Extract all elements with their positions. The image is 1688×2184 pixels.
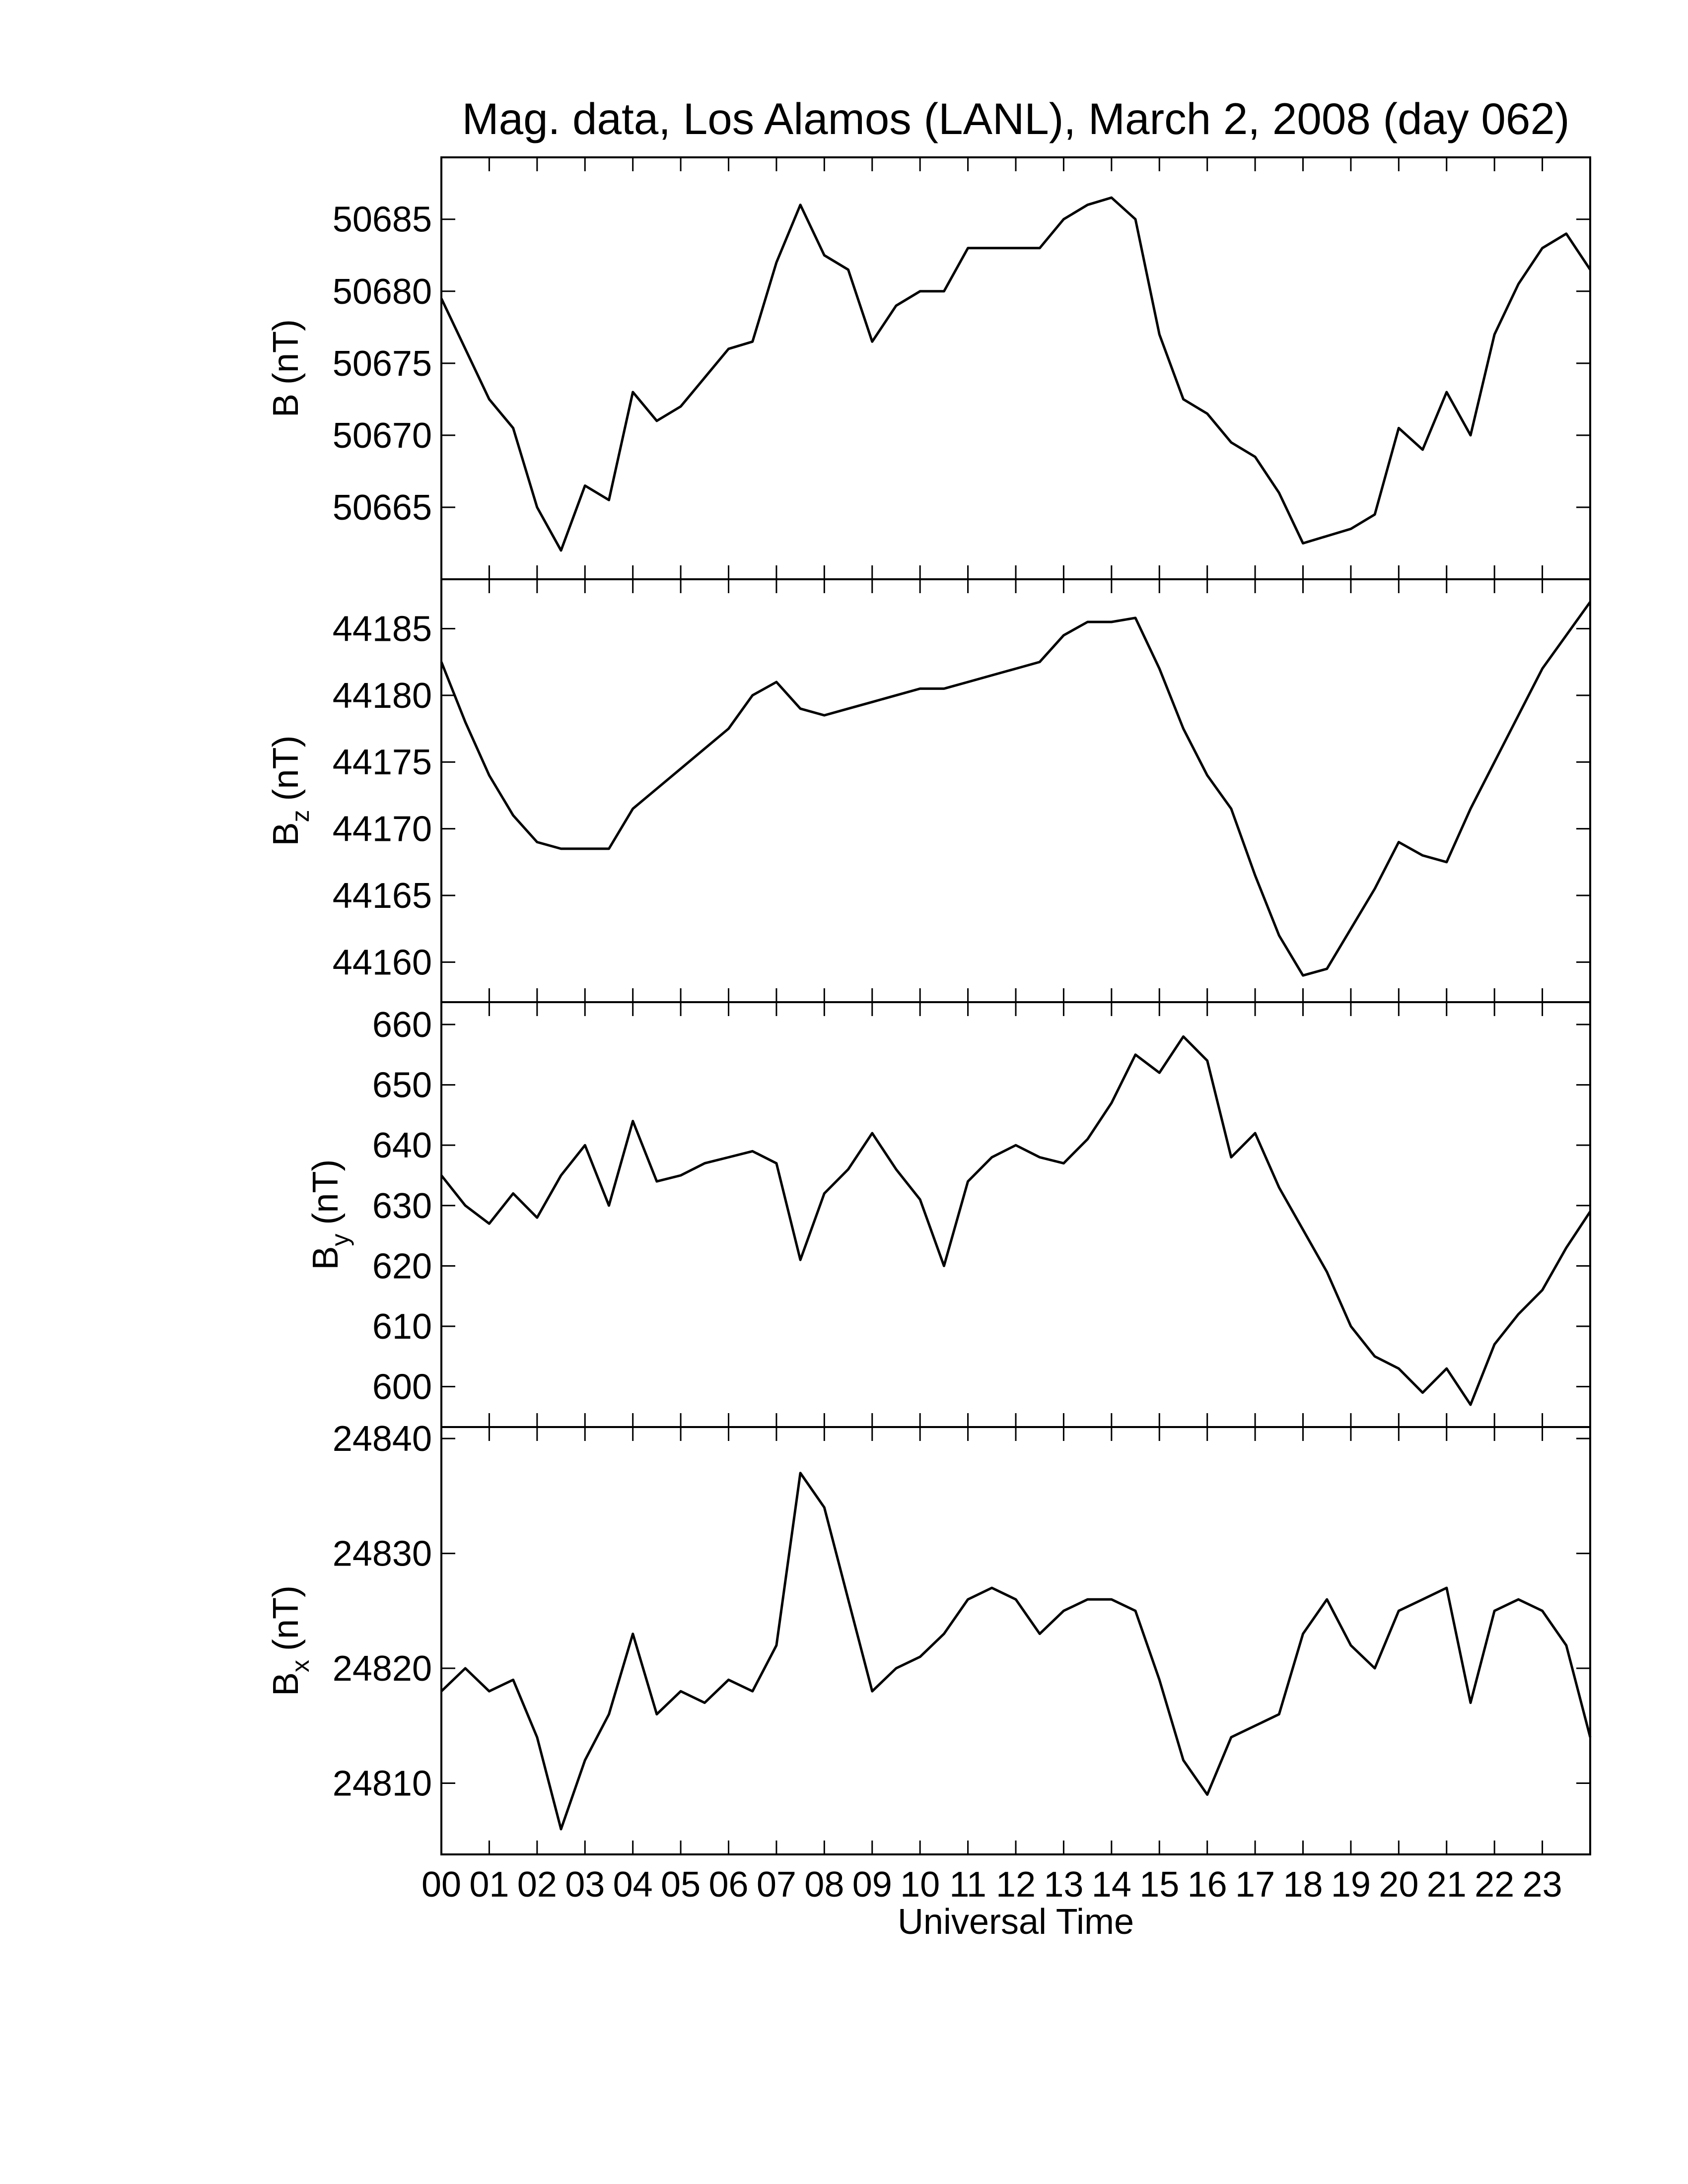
y-tick-label: 44185 — [333, 609, 432, 649]
y-axis-label: By (nT) — [306, 1159, 354, 1270]
data-line — [440, 196, 1592, 552]
y-tick-label: 50665 — [333, 488, 432, 528]
data-line — [440, 1472, 1592, 1831]
x-tick-label: 23 — [1523, 1865, 1562, 1905]
y-tick-label: 24820 — [333, 1649, 432, 1689]
x-tick-label: 06 — [708, 1865, 748, 1905]
x-tick-label: 02 — [517, 1865, 557, 1905]
y-tick-label: 50670 — [333, 416, 432, 456]
plot-frame — [440, 1001, 1591, 1428]
x-tick-label: 18 — [1283, 1865, 1323, 1905]
x-tick-label: 09 — [852, 1865, 892, 1905]
data-line — [440, 601, 1592, 977]
x-tick-label: 12 — [996, 1865, 1036, 1905]
y-axis-label-symbol: B — [266, 394, 306, 417]
y-tick-label: 660 — [372, 1005, 432, 1045]
x-tick-label: 00 — [422, 1865, 461, 1905]
x-tick-label: 22 — [1475, 1865, 1514, 1905]
y-tick-label: 44170 — [333, 810, 432, 849]
x-tick-label: 16 — [1188, 1865, 1227, 1905]
y-axis-label-symbol: B — [266, 822, 306, 846]
y-axis-label: B (nT) — [266, 319, 306, 417]
y-tick-label: 650 — [372, 1066, 432, 1105]
y-axis-label-subscript: z — [286, 810, 314, 822]
y-tick-label: 50675 — [333, 344, 432, 384]
y-tick-label: 630 — [372, 1186, 432, 1226]
y-tick-label: 44160 — [333, 943, 432, 982]
y-tick-label: 600 — [372, 1367, 432, 1407]
plot-frame — [440, 578, 1591, 1003]
x-tick-label: 11 — [949, 1865, 986, 1905]
x-tick-label: 07 — [757, 1865, 796, 1905]
x-tick-label: 14 — [1092, 1865, 1131, 1905]
y-tick-label: 620 — [372, 1246, 432, 1286]
y-axis-label: Bz (nT) — [266, 735, 314, 846]
y-tick-label: 24840 — [333, 1419, 432, 1459]
x-tick-label: 04 — [613, 1865, 653, 1905]
y-axis-label-subscript: x — [286, 1660, 314, 1672]
y-tick-label: 610 — [372, 1307, 432, 1347]
data-line — [440, 1035, 1592, 1406]
y-tick-label: 44165 — [333, 876, 432, 916]
x-tick-label: 03 — [565, 1865, 605, 1905]
y-tick-label: 44180 — [333, 676, 432, 716]
x-tick-label: 10 — [900, 1865, 940, 1905]
y-axis-label-symbol: B — [306, 1246, 346, 1270]
y-tick-label: 50680 — [333, 272, 432, 312]
x-tick-label: 20 — [1379, 1865, 1418, 1905]
y-tick-label: 50685 — [333, 200, 432, 240]
y-tick-label: 44175 — [333, 743, 432, 782]
x-tick-label: 15 — [1139, 1865, 1179, 1905]
y-axis-label-symbol: B — [266, 1672, 306, 1696]
y-axis-label: Bx (nT) — [266, 1585, 314, 1696]
plot-frame — [440, 156, 1591, 580]
x-tick-label: 17 — [1235, 1865, 1275, 1905]
y-tick-label: 640 — [372, 1126, 432, 1165]
x-tick-label: 19 — [1331, 1865, 1371, 1905]
x-tick-label: 21 — [1427, 1865, 1467, 1905]
chart-title: Mag. data, Los Alamos (LANL), March 2, 2… — [462, 94, 1569, 143]
y-axis-label-units: (nT) — [266, 735, 306, 801]
y-axis-label-units: (nT) — [266, 319, 306, 385]
x-axis-label: Universal Time — [898, 1902, 1134, 1942]
y-tick-label: 24810 — [333, 1764, 432, 1804]
x-tick-label: 01 — [469, 1865, 509, 1905]
x-tick-label: 08 — [804, 1865, 844, 1905]
y-axis-label-subscript: y — [326, 1233, 354, 1246]
x-tick-label: 13 — [1044, 1865, 1083, 1905]
y-tick-label: 24830 — [333, 1534, 432, 1574]
y-axis-label-units: (nT) — [306, 1159, 346, 1225]
plot-frame — [440, 1426, 1591, 1855]
y-axis-label-units: (nT) — [266, 1585, 306, 1651]
x-tick-label: 05 — [661, 1865, 701, 1905]
